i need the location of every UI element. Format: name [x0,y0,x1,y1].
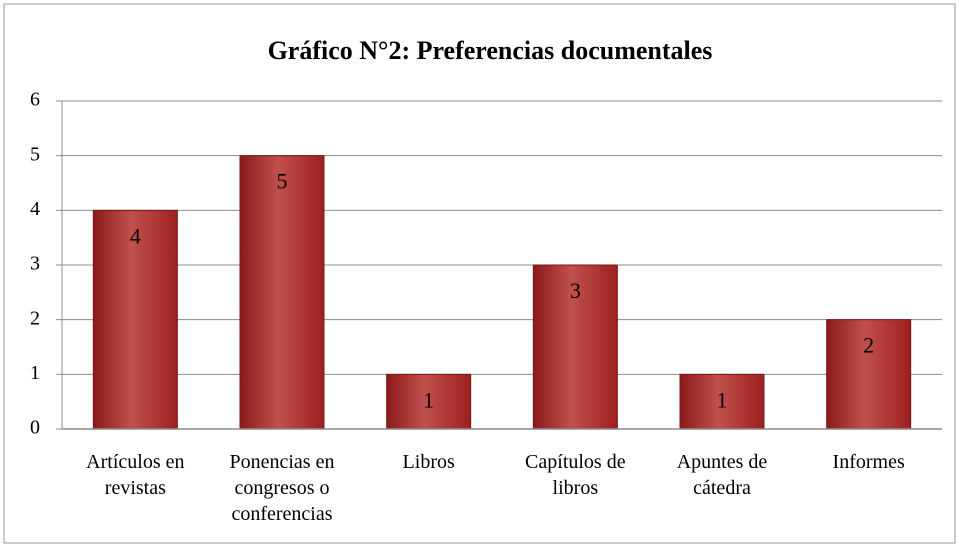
bar [92,209,178,430]
data-label: 3 [570,278,581,303]
y-tick-label: 3 [30,253,40,275]
x-tick-label: Informes [832,451,905,473]
chart-title: Gráfico N°2: Preferencias documentales [268,36,713,65]
bar [386,373,472,430]
data-label: 5 [277,169,288,194]
y-tick-label: 4 [30,198,40,220]
data-label: 1 [717,387,728,412]
bar [239,155,325,430]
y-tick-label: 1 [30,362,40,384]
bar [679,373,765,430]
x-tick-label: Libros [402,451,455,473]
bar [532,264,618,430]
data-label: 1 [423,387,434,412]
y-tick-label: 6 [30,89,40,111]
bar [826,319,912,430]
x-tick-label: Artículos en revistas [86,451,185,499]
chart-border [3,3,956,544]
x-tick-label: Apuntes de cátedra [676,451,768,499]
y-tick-label: 5 [30,143,40,165]
y-tick-label: 2 [30,307,40,329]
y-tick-label: 0 [30,417,40,439]
data-label: 4 [130,223,141,248]
x-tick-label: Capítulos de libros [525,451,626,499]
data-label: 2 [863,333,874,358]
x-tick-label: Ponencias en congresos o conferencias [229,451,335,525]
